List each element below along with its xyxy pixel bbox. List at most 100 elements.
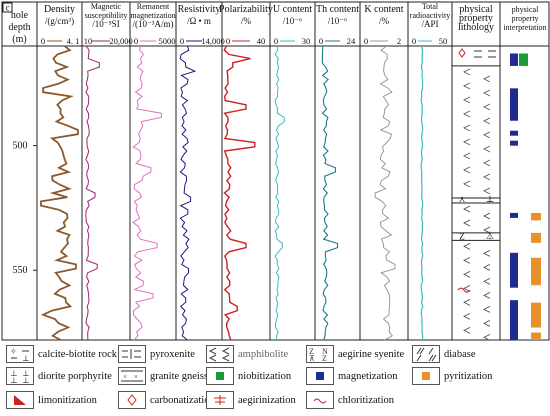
- amphibolite-mark: [463, 270, 471, 278]
- column-title: property: [511, 14, 538, 23]
- pyritization-symbol-icon: [412, 367, 440, 385]
- amphibolite-mark: [483, 117, 491, 125]
- scale-max-label: 50: [439, 36, 448, 46]
- panel-label: c: [6, 3, 10, 13]
- interpretation-bar-magnetization: [510, 53, 518, 66]
- amphibolite-mark: [463, 82, 471, 90]
- column-title: property: [459, 13, 493, 24]
- scale-max-label: 30: [302, 36, 311, 46]
- amphibolite-mark: [483, 212, 491, 220]
- interpretation-bar-pyritization: [531, 232, 541, 243]
- amphibolite-mark: [463, 138, 471, 146]
- syenite-mark: Z: [459, 231, 465, 241]
- column-title: physical: [459, 4, 493, 15]
- scale-min-label: 0: [412, 36, 416, 46]
- amphibolite-mark: [463, 256, 471, 264]
- amphibolite-mark: [483, 145, 491, 153]
- column-header-density: Density/(g/cm³)0 4. 1: [41, 4, 80, 46]
- diorite-mark: ⊥: [486, 194, 494, 204]
- amphibolite-mark: [483, 291, 491, 299]
- diorite-mark: ⋏: [459, 194, 466, 204]
- lithology-interval: [452, 48, 500, 67]
- interpretation-bar-pyritization: [531, 302, 541, 328]
- aegirinization-symbol-icon: [206, 391, 234, 409]
- amphibolite-mark: [463, 166, 471, 174]
- interpretation-bar-niobitization: [519, 53, 528, 66]
- amphibolite-mark: [463, 124, 471, 132]
- legend-item-carbonatization: carbonatization: [118, 390, 215, 410]
- scale-min-label: 0: [41, 36, 45, 46]
- scale-min-label: 0: [134, 36, 138, 46]
- scale-max-label: 24: [347, 36, 356, 46]
- amphibolite-mark: [483, 131, 491, 139]
- amphibolite-mark: [483, 103, 491, 111]
- chloritization-icon: [457, 287, 471, 293]
- niobitization-symbol-icon: [206, 367, 234, 385]
- legend-item-aegirinization: aegirinization: [206, 390, 296, 410]
- granite-gneiss-symbol-icon: × ×: [118, 367, 146, 385]
- scale-max-label: 14,000: [201, 36, 224, 46]
- scale-max-label: 40: [257, 36, 266, 46]
- amphibolite-mark: [483, 89, 491, 97]
- lithology-interval: [452, 68, 500, 199]
- syenite-mark: ⏃: [485, 230, 494, 241]
- interpretation-bar-magnetization: [510, 300, 518, 340]
- column-unit: /10⁻⁶: [328, 16, 347, 26]
- calcite-biotite-rock-symbol-icon: ✧ ⊥: [6, 345, 34, 363]
- panel-label-box: [2, 2, 13, 13]
- amphibolite-mark: [483, 173, 491, 181]
- amphibolite-mark: [483, 159, 491, 167]
- column-header-resistivity: Resistivity/Ω • m0 14,000: [178, 4, 225, 46]
- legend-item-pyritization: pyritization: [412, 366, 492, 386]
- column-unit: /(10⁻³A/m): [133, 19, 174, 29]
- column-title: Magnetic: [91, 2, 122, 11]
- diabase-symbol-icon: [412, 345, 440, 363]
- diagram-frame: [1, 1, 550, 341]
- svg-text:×: ×: [123, 373, 127, 381]
- column-title: radioactivity: [410, 11, 450, 20]
- svg-text:Z: Z: [322, 354, 327, 362]
- amphibolite-mark: [483, 187, 491, 195]
- column-header-u: U content/10⁻⁶ 0 30: [273, 4, 312, 46]
- interpretation-bar-pyritization: [531, 257, 541, 286]
- svg-text:N: N: [322, 347, 328, 356]
- legend-item-diabase: diabase: [412, 344, 476, 364]
- column-title: interpretation: [503, 23, 546, 32]
- chloritization-symbol-icon: [306, 391, 334, 409]
- svg-text:✧: ✧: [10, 347, 17, 356]
- depth-axis: 500 550: [13, 141, 37, 276]
- amphibolite-mark: [463, 219, 471, 227]
- carbonatization-symbol-icon: [118, 391, 146, 409]
- column-unit: /API: [421, 19, 438, 29]
- legend: ✧ ⊥ calcite-biotite rock pyroxenite amphi…: [0, 340, 550, 416]
- svg-text:⊥: ⊥: [10, 369, 18, 378]
- column-header-th: Th content/10⁻⁶ 0 24: [316, 4, 359, 46]
- column-unit: /Ω • m: [187, 16, 211, 26]
- legend-item-aegirine-syenite: Z N ⊼ Z aegirine syenite: [306, 344, 404, 364]
- interpretation-bar-pyritization: [531, 332, 541, 340]
- lithology-interval: ⋏ ⊥: [452, 194, 500, 204]
- svg-text:⊥: ⊥: [22, 376, 30, 384]
- amphibolite-mark: [483, 226, 491, 234]
- legend-item-amphibolite: amphibolite: [206, 344, 288, 364]
- amphibolite-mark: [483, 75, 491, 83]
- limonitization-symbol-icon: [6, 391, 34, 409]
- scale-min-label: 0: [226, 36, 230, 46]
- interpretation-bar-pyritization: [531, 212, 541, 221]
- amphibolite-symbol-icon: [206, 345, 234, 363]
- column-unit: /10⁻⁵SI: [92, 19, 119, 29]
- amphibolite-mark: [463, 152, 471, 160]
- svg-text:Z: Z: [309, 347, 314, 356]
- amphibolite-mark: [483, 333, 491, 341]
- legend-item-chloritization: chloritization: [306, 390, 394, 410]
- amphibolite-mark: [463, 312, 471, 320]
- legend-item-diorite-porphyrite: ⊥ ⊥ ⊥ ⊥ diorite porphyrite: [6, 366, 112, 386]
- diorite-porphyrite-symbol-icon: ⊥ ⊥ ⊥ ⊥: [6, 367, 34, 385]
- column-title: Th content: [316, 4, 359, 15]
- depth-tick-label: 500: [13, 141, 28, 152]
- amphibolite-mark: [463, 68, 471, 76]
